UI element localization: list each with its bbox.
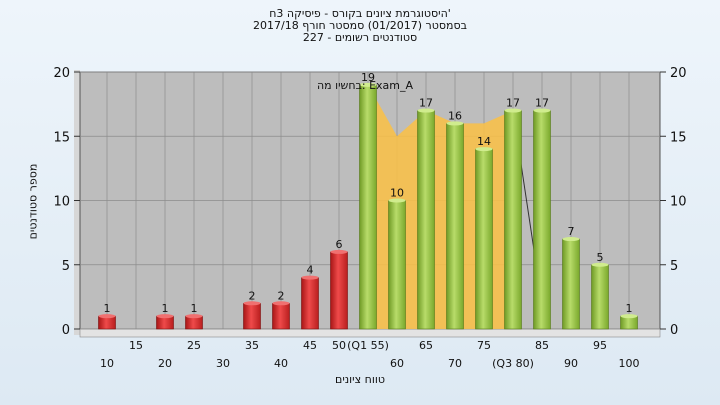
plot-floor <box>79 328 661 338</box>
y-tick-label: 0 <box>62 323 70 338</box>
x-tick-label-top: 45 <box>303 339 317 352</box>
bar-55 <box>359 84 377 330</box>
bar-cap-70 <box>446 121 464 126</box>
x-tick-label-bottom: 40 <box>274 357 288 370</box>
bar-cap-65 <box>417 108 435 113</box>
y-tick-label: 5 <box>62 259 70 274</box>
x-tick-label-bottom: 10 <box>100 357 114 370</box>
y-tick-label-right: 20 <box>670 66 687 81</box>
y-tick-label-right: 15 <box>670 130 687 145</box>
bar-label-20: 1 <box>162 302 169 315</box>
x-tick-label-top: 95 <box>593 339 607 352</box>
chart-annotation: בחשיו מה: Exam_A <box>317 79 414 92</box>
bar-95 <box>591 264 609 330</box>
x-tick-label-bottom: 30 <box>216 357 230 370</box>
bar-label-60: 10 <box>390 187 404 200</box>
bar-label-90: 7 <box>568 225 575 238</box>
bar-80 <box>504 110 522 330</box>
bar-70 <box>446 123 464 330</box>
bar-cap-25 <box>185 314 203 319</box>
x-tick-label-bottom: 20 <box>158 357 172 370</box>
x-tick-label-top: 65 <box>419 339 433 352</box>
bar-label-10: 1 <box>104 302 111 315</box>
bar-75 <box>475 148 493 330</box>
x-tick-label-top: (Q1 55) <box>347 339 389 352</box>
y-tick-label: 10 <box>53 195 70 210</box>
x-tick-label-top: 35 <box>245 339 259 352</box>
bar-cap-50 <box>330 249 348 254</box>
bar-cap-60 <box>388 198 406 203</box>
bar-label-95: 5 <box>597 251 604 264</box>
bar-cap-80 <box>504 108 522 113</box>
bar-cap-75 <box>475 147 493 152</box>
y-tick-label: 15 <box>53 130 70 145</box>
chart-title-line-2: בסמסטר (01/2017) סמסטר חורף 2017/18 <box>253 19 467 32</box>
y-tick-label: 20 <box>53 66 70 81</box>
bar-label-100: 1 <box>626 302 633 315</box>
bar-35 <box>243 302 261 330</box>
x-tick-label-bottom: 70 <box>448 357 462 370</box>
bar-label-80: 17 <box>506 97 520 110</box>
bar-65 <box>417 110 435 330</box>
y-axis-label: מספר סטודנטים <box>26 163 40 240</box>
x-tick-label-top: 75 <box>477 339 491 352</box>
bar-label-25: 1 <box>191 302 198 315</box>
chart-title-line-1: 'היסטוגרמת ציונים בקורס - פיסיקה 3ח <box>269 7 451 20</box>
bar-label-35: 2 <box>249 289 256 302</box>
bar-cap-55 <box>359 82 377 87</box>
bar-cap-85 <box>533 108 551 113</box>
x-tick-label-bottom: 100 <box>619 357 640 370</box>
plot-left-wall <box>74 70 80 335</box>
bar-label-65: 17 <box>419 97 433 110</box>
bar-cap-100 <box>620 314 638 319</box>
bar-cap-45 <box>301 275 319 280</box>
bar-40 <box>272 302 290 330</box>
bar-85 <box>533 110 551 330</box>
x-tick-label-bottom: (Q3 80) <box>492 357 534 370</box>
bar-60 <box>388 200 406 330</box>
bar-cap-20 <box>156 314 174 319</box>
x-tick-label-top: 50 <box>332 339 346 352</box>
bar-label-50: 6 <box>336 238 343 251</box>
bar-90 <box>562 238 580 330</box>
bar-label-70: 16 <box>448 109 462 122</box>
bar-cap-95 <box>591 262 609 267</box>
bar-cap-90 <box>562 237 580 242</box>
bar-label-55: 19 <box>361 71 375 84</box>
x-axis-label: טווח ציונים <box>335 373 385 386</box>
bar-cap-35 <box>243 301 261 306</box>
bar-cap-40 <box>272 301 290 306</box>
bar-45 <box>301 277 319 330</box>
bar-label-75: 14 <box>477 135 491 148</box>
bar-cap-10 <box>98 314 116 319</box>
x-tick-label-bottom: 60 <box>390 357 404 370</box>
x-tick-label-top: 85 <box>535 339 549 352</box>
bar-label-45: 4 <box>307 264 314 277</box>
bar-label-40: 2 <box>278 289 285 302</box>
bar-label-85: 17 <box>535 97 549 110</box>
chart-title-block: 'היסטוגרמת ציונים בקורס - פיסיקה 3ח בסמס… <box>0 8 720 44</box>
x-tick-label-top: 25 <box>187 339 201 352</box>
chart-title-line-3: סטודנטים רשומים - 227 <box>302 31 418 44</box>
y-tick-label-right: 5 <box>670 259 678 274</box>
x-tick-label-bottom: 90 <box>564 357 578 370</box>
y-tick-label-right: 0 <box>670 323 678 338</box>
y-tick-label-right: 10 <box>670 195 687 210</box>
bar-50 <box>330 251 348 330</box>
x-tick-label-top: 15 <box>129 339 143 352</box>
